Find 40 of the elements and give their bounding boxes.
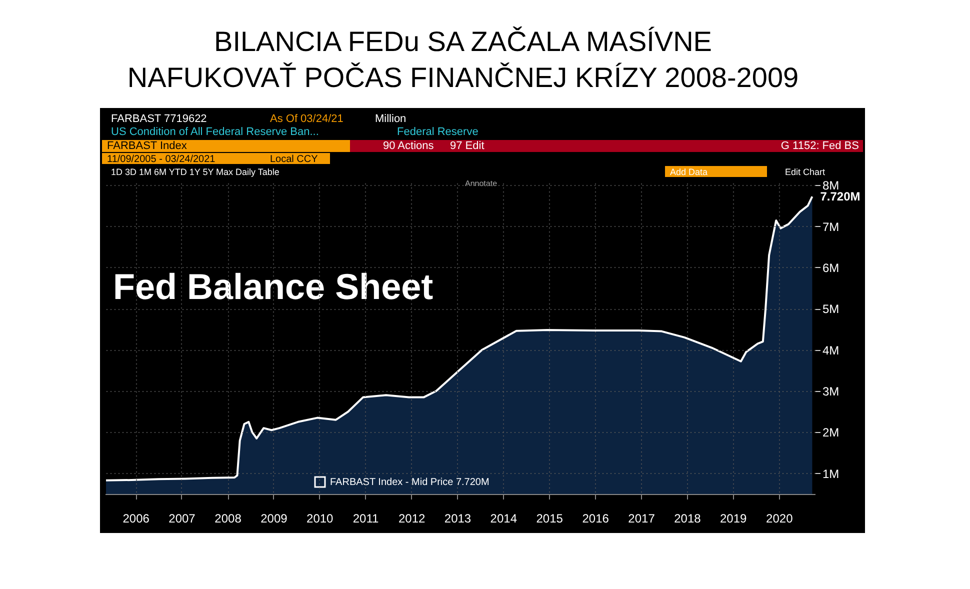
text: US Condition of All Federal Reserve Ban... bbox=[111, 126, 319, 138]
text: FARBAST Index bbox=[107, 140, 188, 152]
y-tick-label: 5M bbox=[822, 302, 840, 316]
text: Edit Chart bbox=[785, 167, 826, 177]
x-tick-label: 2013 bbox=[444, 512, 472, 526]
text: 11/09/2005 - 03/24/2021 bbox=[107, 154, 216, 165]
x-tick-label: 2006 bbox=[122, 512, 150, 526]
y-tick-label: 7M bbox=[822, 220, 840, 234]
text: Million bbox=[375, 113, 406, 125]
chart-title: BILANCIA FEDu SA ZAČALA MASÍVNE NAFUKOVAŤ POČAS FINANČNEJ KRÍZY 2008-2009 bbox=[127, 26, 799, 93]
x-tick-label: 2012 bbox=[398, 512, 426, 526]
x-tick-label: 2020 bbox=[766, 512, 794, 526]
text: FARBAST 7719622 bbox=[111, 113, 207, 125]
y-tick-label: 2M bbox=[822, 426, 840, 440]
x-tick-label: 2011 bbox=[352, 512, 379, 526]
text: Add Data bbox=[670, 167, 708, 177]
x-tick-label: 2019 bbox=[720, 512, 748, 526]
y-tick-label: 1M bbox=[822, 466, 840, 481]
text: Local CCY bbox=[270, 154, 318, 165]
x-tick-label: 2007 bbox=[168, 512, 196, 526]
legend-label: FARBAST Index - Mid Price 7.720M bbox=[330, 477, 490, 488]
x-tick-label: 2009 bbox=[260, 512, 288, 526]
x-tick-label: 2017 bbox=[628, 512, 656, 526]
x-tick-label: 2018 bbox=[674, 512, 702, 526]
text: G 1152: Fed BS bbox=[780, 140, 859, 152]
x-tick-label: 2014 bbox=[490, 512, 518, 526]
text: Federal Reserve bbox=[397, 126, 478, 138]
x-tick-label: 2010 bbox=[306, 512, 334, 526]
x-tick-label: 2008 bbox=[214, 512, 242, 526]
y-tick-label: 3M bbox=[822, 384, 840, 399]
text: 90 Actions bbox=[383, 140, 434, 152]
annotation: Annotate bbox=[465, 179, 498, 188]
annotation: Fed Balance Sheet bbox=[113, 266, 434, 307]
y-tick-label: 4M bbox=[822, 343, 840, 358]
text: As Of 03/24/21 bbox=[270, 113, 344, 125]
x-tick-label: 2016 bbox=[582, 512, 610, 526]
text: 97 Edit bbox=[450, 140, 484, 152]
y-tick-label: 6M bbox=[822, 260, 840, 275]
text: 1D 3D 1M 6M YTD 1Y 5Y Max Daily Table bbox=[111, 167, 280, 177]
x-tick-label: 2015 bbox=[536, 512, 564, 526]
